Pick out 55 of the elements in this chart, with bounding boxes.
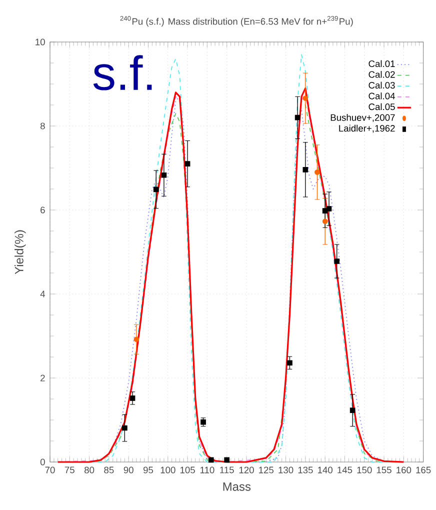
chart-title: $^{240}$Pu (s.f.) Mass distribution (En=6.53 MeV for n+$^{239}$Pu): [120, 16, 354, 27]
x-tick-label: 100: [161, 466, 176, 474]
x-tick-label: 95: [144, 466, 154, 474]
x-tick-label: 130: [278, 466, 294, 474]
legend-label: Cal.05: [368, 103, 396, 110]
point: [208, 457, 214, 463]
point: [350, 408, 356, 414]
x-tick-label: 110: [200, 466, 214, 474]
x-tick-label: 145: [338, 466, 352, 474]
legend-label: Cal.03: [368, 82, 396, 89]
x-tick-label: 115: [220, 466, 234, 474]
x-tick-label: 75: [65, 466, 75, 474]
point: [130, 395, 136, 401]
y-tick-label: 4: [40, 290, 46, 298]
y-tick-label: 10: [36, 38, 46, 46]
point: [287, 360, 293, 366]
point: [314, 170, 320, 175]
legend-label: Cal.01: [368, 60, 396, 68]
x-tick-label: 90: [124, 466, 134, 474]
annotation: s.f.: [94, 55, 152, 90]
point: [224, 457, 230, 463]
point: [162, 172, 167, 178]
point: [134, 336, 140, 342]
y-tick-label: 2: [40, 374, 46, 382]
x-tick-label: 80: [84, 466, 94, 474]
legend-label: Bushuev+,2007: [331, 114, 396, 122]
point: [122, 425, 128, 431]
point: [200, 419, 206, 425]
x-tick-label: 125: [259, 466, 274, 474]
x-axis-title: Mass: [224, 482, 251, 491]
x-tick-label: 70: [46, 466, 56, 474]
legend-label: Cal.02: [368, 70, 396, 78]
point: [302, 96, 308, 101]
point: [185, 161, 190, 166]
point: [302, 167, 308, 172]
y-tick-label: 6: [40, 206, 46, 214]
point: [322, 218, 328, 224]
x-tick-label: 105: [180, 466, 196, 474]
legend-label: Cal.04: [368, 92, 396, 100]
x-tick-label: 120: [240, 466, 254, 474]
x-tick-label: 155: [377, 466, 392, 474]
point: [295, 114, 300, 120]
y-tick-label: 8: [40, 122, 46, 130]
x-tick-label: 85: [104, 466, 114, 474]
x-tick-label: 165: [416, 466, 431, 474]
x-tick-label: 135: [298, 466, 314, 474]
y-axis-title: Yield(%): [14, 230, 26, 274]
point: [326, 206, 332, 212]
legend-label: Laidler+,1962: [339, 124, 396, 133]
x-tick-label: 140: [318, 466, 333, 474]
point: [334, 258, 340, 264]
x-tick-label: 160: [396, 466, 412, 474]
x-tick-label: 150: [358, 466, 372, 474]
point: [154, 186, 159, 192]
y-tick-label: 0: [40, 458, 46, 466]
